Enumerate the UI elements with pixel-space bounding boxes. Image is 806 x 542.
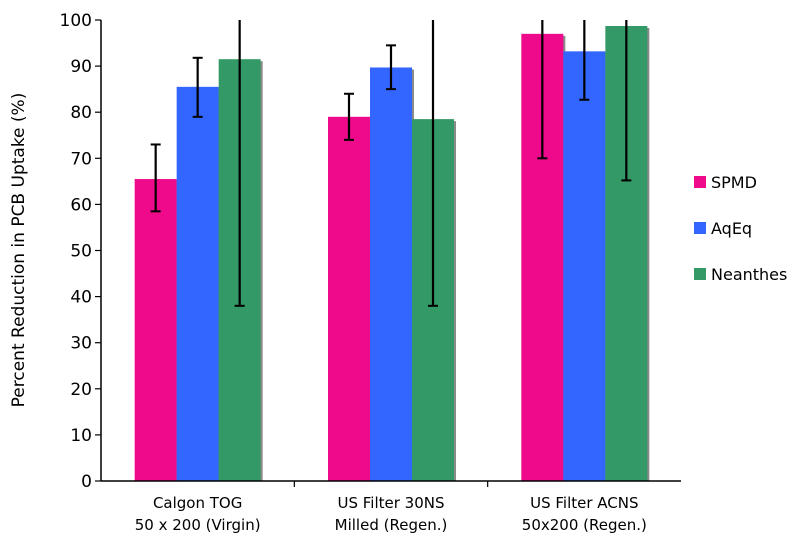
legend-swatch-spmd — [694, 176, 706, 188]
y-tick-label: 80 — [70, 103, 92, 123]
x-category-label: US Filter ACNS — [530, 494, 638, 512]
legend-label: Neanthes — [711, 265, 787, 284]
y-tick-label: 40 — [70, 288, 92, 308]
bar-aqeq — [176, 86, 219, 481]
x-labels-group: Calgon TOG 50 x 200 (Virgin) US Filter 30N… — [135, 481, 647, 534]
legend: SPMD AqEq Neanthes — [694, 173, 787, 284]
error-bars-group — [150, 20, 632, 307]
bar-spmd — [134, 179, 177, 482]
legend-label: SPMD — [711, 173, 757, 192]
y-tick-label: 60 — [70, 195, 92, 215]
bar-spmd — [328, 116, 370, 481]
y-tick-label: 90 — [70, 57, 92, 77]
x-category-label: Calgon TOG — [153, 494, 242, 512]
y-tick-label: 0 — [81, 472, 92, 492]
y-tick-label: 70 — [70, 149, 92, 169]
legend-swatch-neanthes — [694, 268, 706, 280]
bar-aqeq — [370, 67, 412, 481]
y-tick-label: 20 — [70, 380, 92, 400]
x-category-label: Milled (Regen.) — [335, 516, 448, 534]
x-category-label: 50x200 (Regen.) — [522, 516, 647, 534]
y-tick-label: 100 — [60, 11, 92, 31]
x-category-label: US Filter 30NS — [337, 494, 444, 512]
legend-label: AqEq — [711, 219, 752, 238]
x-category-label: 50 x 200 (Virgin) — [135, 516, 261, 534]
bar-aqeq — [563, 51, 606, 482]
bars-group — [134, 25, 650, 482]
y-ticks-group: 0 10 20 30 40 50 60 70 80 90 100 — [60, 11, 101, 492]
legend-swatch-aqeq — [694, 222, 706, 234]
y-tick-label: 50 — [70, 242, 92, 262]
y-tick-label: 30 — [70, 334, 92, 354]
y-tick-label: 10 — [70, 426, 92, 446]
y-axis-label: Percent Reduction in PCB Uptake (%) — [9, 93, 29, 408]
